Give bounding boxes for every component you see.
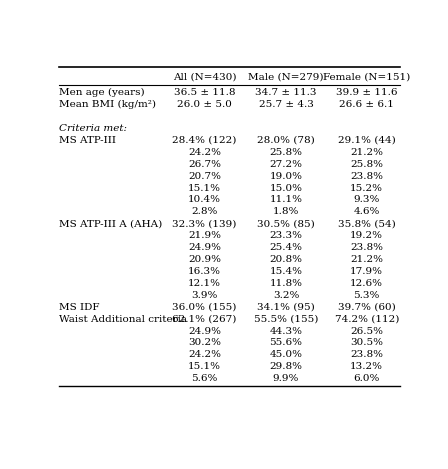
- Text: 5.3%: 5.3%: [353, 291, 380, 300]
- Text: 16.3%: 16.3%: [188, 267, 221, 276]
- Text: 11.8%: 11.8%: [270, 279, 302, 288]
- Text: 12.6%: 12.6%: [350, 279, 383, 288]
- Text: 36.0% (155): 36.0% (155): [172, 303, 237, 312]
- Text: 3.2%: 3.2%: [273, 291, 299, 300]
- Text: 17.9%: 17.9%: [350, 267, 383, 276]
- Text: 39.9 ± 11.6: 39.9 ± 11.6: [336, 88, 397, 97]
- Text: 26.6 ± 6.1: 26.6 ± 6.1: [339, 100, 394, 109]
- Text: Criteria met:: Criteria met:: [60, 124, 128, 133]
- Text: 55.5% (155): 55.5% (155): [254, 315, 318, 324]
- Text: 29.8%: 29.8%: [270, 363, 302, 371]
- Text: 23.8%: 23.8%: [350, 350, 383, 359]
- Text: 24.9%: 24.9%: [188, 326, 221, 336]
- Text: Female (N=151): Female (N=151): [323, 73, 410, 82]
- Text: 23.3%: 23.3%: [270, 231, 302, 240]
- Text: 3.9%: 3.9%: [191, 291, 218, 300]
- Text: 35.8% (54): 35.8% (54): [338, 219, 396, 228]
- Text: 32.3% (139): 32.3% (139): [172, 219, 237, 228]
- Text: 30.2%: 30.2%: [188, 339, 221, 348]
- Text: 62.1% (267): 62.1% (267): [172, 315, 237, 324]
- Text: MS ATP-III A (AHA): MS ATP-III A (AHA): [60, 219, 163, 228]
- Text: 21.9%: 21.9%: [188, 231, 221, 240]
- Text: 5.6%: 5.6%: [191, 374, 218, 383]
- Text: Male (N=279): Male (N=279): [248, 73, 324, 82]
- Text: 28.4% (122): 28.4% (122): [172, 136, 237, 145]
- Text: 30.5% (85): 30.5% (85): [257, 219, 315, 228]
- Text: 19.0%: 19.0%: [270, 172, 302, 181]
- Text: 44.3%: 44.3%: [270, 326, 302, 336]
- Text: 19.2%: 19.2%: [350, 231, 383, 240]
- Text: 55.6%: 55.6%: [270, 339, 302, 348]
- Text: 15.2%: 15.2%: [350, 183, 383, 193]
- Text: 26.7%: 26.7%: [188, 160, 221, 169]
- Text: 24.9%: 24.9%: [188, 243, 221, 252]
- Text: 13.2%: 13.2%: [350, 363, 383, 371]
- Text: 23.8%: 23.8%: [350, 243, 383, 252]
- Text: 15.1%: 15.1%: [188, 183, 221, 193]
- Text: MS ATP-III: MS ATP-III: [60, 136, 116, 145]
- Text: 15.1%: 15.1%: [188, 363, 221, 371]
- Text: 6.0%: 6.0%: [353, 374, 380, 383]
- Text: 23.8%: 23.8%: [350, 172, 383, 181]
- Text: MS IDF: MS IDF: [60, 303, 100, 312]
- Text: Mean BMI (kg/m²): Mean BMI (kg/m²): [60, 100, 156, 109]
- Text: 45.0%: 45.0%: [270, 350, 302, 359]
- Text: Waist Additional criteria: Waist Additional criteria: [60, 315, 187, 324]
- Text: 15.4%: 15.4%: [270, 267, 302, 276]
- Text: 34.1% (95): 34.1% (95): [257, 303, 315, 312]
- Text: All (N=430): All (N=430): [172, 73, 236, 82]
- Text: 20.7%: 20.7%: [188, 172, 221, 181]
- Text: 9.3%: 9.3%: [353, 196, 380, 204]
- Text: 25.7 ± 4.3: 25.7 ± 4.3: [258, 100, 314, 109]
- Text: 29.1% (44): 29.1% (44): [338, 136, 396, 145]
- Text: 21.2%: 21.2%: [350, 148, 383, 157]
- Text: 24.2%: 24.2%: [188, 148, 221, 157]
- Text: 10.4%: 10.4%: [188, 196, 221, 204]
- Text: 25.8%: 25.8%: [270, 148, 302, 157]
- Text: 20.9%: 20.9%: [188, 255, 221, 264]
- Text: 74.2% (112): 74.2% (112): [335, 315, 399, 324]
- Text: Men age (years): Men age (years): [60, 88, 145, 97]
- Text: 26.0 ± 5.0: 26.0 ± 5.0: [177, 100, 232, 109]
- Text: 39.7% (60): 39.7% (60): [338, 303, 396, 312]
- Text: 21.2%: 21.2%: [350, 255, 383, 264]
- Text: 36.5 ± 11.8: 36.5 ± 11.8: [174, 88, 235, 97]
- Text: 15.0%: 15.0%: [270, 183, 302, 193]
- Text: 2.8%: 2.8%: [191, 207, 218, 216]
- Text: 26.5%: 26.5%: [350, 326, 383, 336]
- Text: 30.5%: 30.5%: [350, 339, 383, 348]
- Text: 20.8%: 20.8%: [270, 255, 302, 264]
- Text: 24.2%: 24.2%: [188, 350, 221, 359]
- Text: 25.8%: 25.8%: [350, 160, 383, 169]
- Text: 12.1%: 12.1%: [188, 279, 221, 288]
- Text: 9.9%: 9.9%: [273, 374, 299, 383]
- Text: 11.1%: 11.1%: [270, 196, 302, 204]
- Text: 28.0% (78): 28.0% (78): [257, 136, 315, 145]
- Text: 4.6%: 4.6%: [353, 207, 380, 216]
- Text: 1.8%: 1.8%: [273, 207, 299, 216]
- Text: 27.2%: 27.2%: [270, 160, 302, 169]
- Text: 25.4%: 25.4%: [270, 243, 302, 252]
- Text: 34.7 ± 11.3: 34.7 ± 11.3: [255, 88, 317, 97]
